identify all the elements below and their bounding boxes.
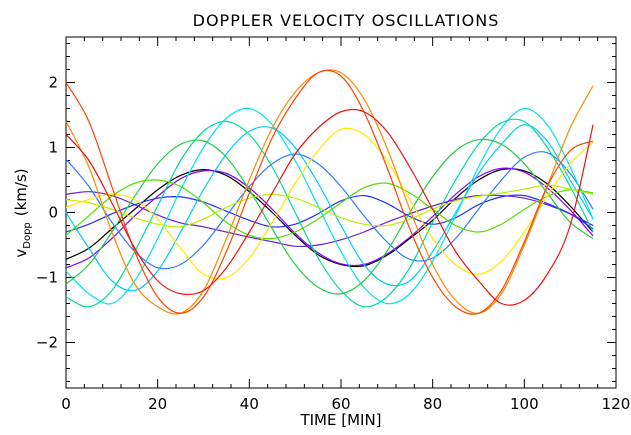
- series-line-1: [65, 168, 594, 268]
- x-axis-label: TIME [MIN]: [299, 411, 381, 429]
- series-line-15: [65, 108, 594, 306]
- y-tick-label: 2: [48, 74, 58, 92]
- x-tick-labels: 0 20 40 60 80 100 120: [61, 395, 630, 413]
- y-axis-label: vDopp (km/s): [12, 168, 33, 257]
- series-line-14: [65, 69, 594, 315]
- y-tick-labels: −2 −1 0 1 2: [36, 74, 58, 352]
- axis-ticks: [65, 37, 617, 388]
- y-axis-label-main: v: [12, 249, 30, 258]
- series-line-3: [65, 191, 594, 248]
- y-axis-label-sub: Dopp: [22, 222, 33, 249]
- y-tick-label: 1: [48, 139, 58, 157]
- series-line-5: [65, 151, 594, 270]
- series-lines: [65, 69, 594, 315]
- x-tick-label: 120: [602, 395, 631, 413]
- x-tick-label: 100: [510, 395, 539, 413]
- y-axis-label-unit: (km/s): [12, 168, 30, 216]
- series-line-2: [65, 167, 594, 269]
- y-tick-label: 0: [48, 204, 58, 222]
- x-tick-label: 80: [423, 395, 442, 413]
- series-line-10: [65, 179, 594, 240]
- series-line-12: [65, 127, 594, 280]
- x-tick-label: 40: [240, 395, 259, 413]
- x-tick-label: 60: [331, 395, 350, 413]
- y-tick-label: −2: [36, 334, 58, 352]
- series-line-4: [65, 194, 594, 233]
- series-line-9: [65, 138, 594, 295]
- y-tick-label: −1: [36, 269, 58, 287]
- x-tick-label: 20: [148, 395, 167, 413]
- series-line-8: [65, 118, 594, 308]
- plot-frame: [65, 36, 617, 389]
- series-line-6: [65, 124, 594, 292]
- series-line-7: [65, 107, 594, 305]
- series-line-11: [65, 184, 594, 228]
- x-tick-label: 0: [61, 395, 71, 413]
- chart-title: DOPPLER VELOCITY OSCILLATIONS: [193, 11, 500, 30]
- series-line-13: [65, 69, 594, 315]
